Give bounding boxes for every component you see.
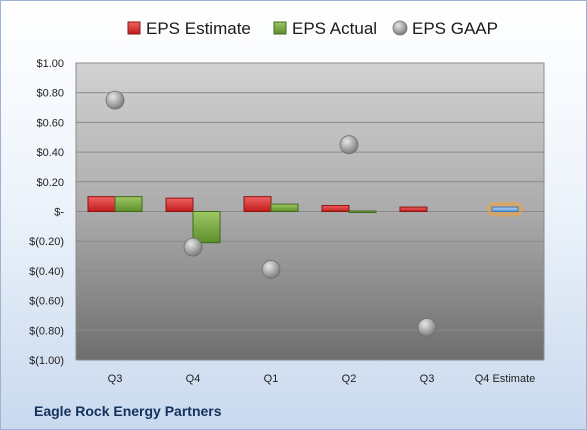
x-tick-label: Q3 <box>108 373 123 385</box>
y-tick-label: $0.40 <box>36 147 64 159</box>
y-tick-label: $(1.00) <box>29 355 64 367</box>
legend-label-eps-actual: EPS Actual <box>292 19 377 38</box>
point-eps-gaap <box>339 135 359 155</box>
y-tick-label: $(0.60) <box>29 296 64 308</box>
bar-eps-estimate <box>243 196 272 212</box>
bar-eps-estimate <box>165 197 194 212</box>
point-eps-gaap <box>105 90 125 110</box>
bar-eps-actual <box>114 196 143 212</box>
y-axis: $1.00 $0.80 $0.60 $0.40 $0.20 $- $(0.20) $(0.40… <box>29 58 64 367</box>
grid-lines <box>76 92 544 331</box>
legend-label-eps-gaap: EPS GAAP <box>412 19 498 38</box>
point-eps-gaap <box>183 237 203 257</box>
bar-eps-actual <box>192 211 221 244</box>
y-tick-label: $- <box>54 207 64 219</box>
point-eps-gaap <box>417 317 437 337</box>
x-tick-label: Q4 <box>186 373 201 385</box>
y-tick-label: $(0.20) <box>29 236 64 248</box>
bar-eps-actual <box>270 203 299 212</box>
bar-forecast <box>491 206 519 212</box>
company-name: Eagle Rock Energy Partners <box>34 403 222 419</box>
x-tick-label: Q4 Estimate <box>475 373 536 385</box>
y-tick-label: $0.20 <box>36 177 64 189</box>
bar-eps-estimate <box>399 206 428 212</box>
legend-swatch-eps-estimate <box>127 21 141 35</box>
y-tick-label: $0.60 <box>36 117 64 129</box>
y-tick-label: $1.00 <box>36 58 64 70</box>
chart-marks <box>87 90 523 337</box>
x-tick-label: Q1 <box>264 373 279 385</box>
legend-swatch-eps-actual <box>273 21 287 35</box>
point-eps-gaap <box>261 260 281 279</box>
bar-eps-actual <box>348 210 377 213</box>
bar-eps-estimate <box>321 205 350 212</box>
x-axis: Q3 Q4 Q1 Q2 Q3 Q4 Estimate <box>108 373 536 385</box>
legend-swatch-eps-gaap <box>392 20 408 36</box>
chart-legend: EPS Estimate EPS Actual EPS GAAP <box>127 19 498 38</box>
y-tick-label: $0.80 <box>36 88 64 100</box>
y-tick-label: $(0.40) <box>29 266 64 278</box>
bar-eps-estimate <box>87 196 116 212</box>
x-tick-label: Q2 <box>342 373 357 385</box>
legend-label-eps-estimate: EPS Estimate <box>146 19 251 38</box>
x-tick-label: Q3 <box>420 373 435 385</box>
y-tick-label: $(0.80) <box>29 325 64 337</box>
